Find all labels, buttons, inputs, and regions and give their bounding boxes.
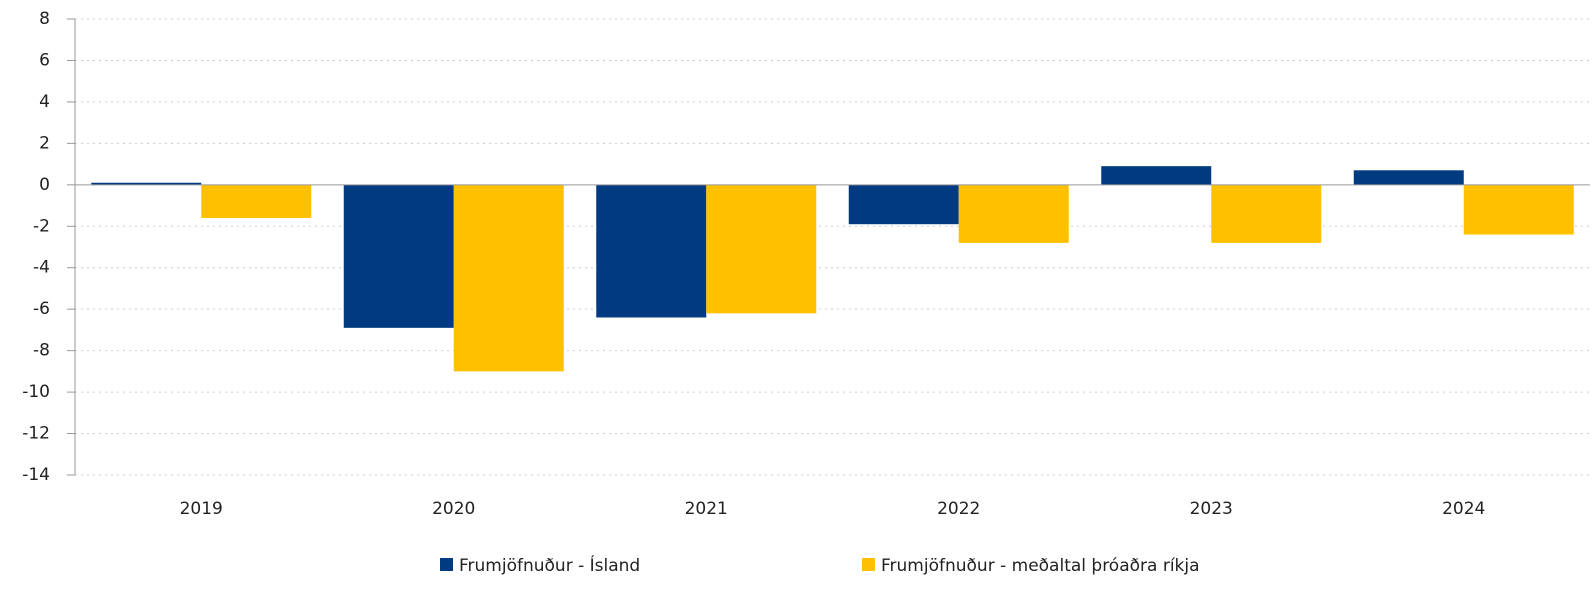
- bar: [1463, 184, 1574, 235]
- bar: [848, 184, 959, 225]
- bar: [201, 184, 312, 218]
- bar: [1353, 170, 1464, 185]
- legend-swatch: [440, 558, 453, 571]
- bar: [453, 184, 564, 372]
- x-tick-label: 2022: [937, 499, 980, 519]
- bar: [596, 184, 707, 318]
- y-tick-label: -2: [33, 216, 50, 236]
- bar: [706, 184, 817, 314]
- legend-swatch: [862, 558, 875, 571]
- y-tick-label: 4: [39, 92, 50, 112]
- x-tick-label: 2019: [180, 499, 223, 519]
- bar: [91, 182, 202, 185]
- bar: [1101, 166, 1212, 185]
- x-tick-label: 2024: [1442, 499, 1485, 519]
- bar: [343, 184, 454, 328]
- y-tick-label: 0: [39, 175, 50, 195]
- bar: [958, 184, 1069, 243]
- legend-label: Frumjöfnuður - Ísland: [459, 554, 640, 576]
- x-tick-label: 2021: [685, 499, 728, 519]
- y-tick-label: -4: [33, 258, 50, 278]
- legend-label: Frumjöfnuður - meðaltal þróaðra ríkja: [881, 556, 1200, 576]
- y-tick-label: 6: [39, 50, 50, 70]
- y-tick-label: -6: [33, 299, 50, 319]
- y-tick-label: -12: [22, 424, 50, 444]
- x-tick-label: 2020: [432, 499, 475, 519]
- y-tick-label: -8: [33, 341, 50, 361]
- y-tick-label: 2: [39, 133, 50, 153]
- y-tick-label: 8: [39, 9, 50, 29]
- y-tick-label: -14: [22, 465, 50, 485]
- bar: [1211, 184, 1322, 243]
- y-tick-label: -10: [22, 382, 50, 402]
- x-tick-label: 2023: [1190, 499, 1233, 519]
